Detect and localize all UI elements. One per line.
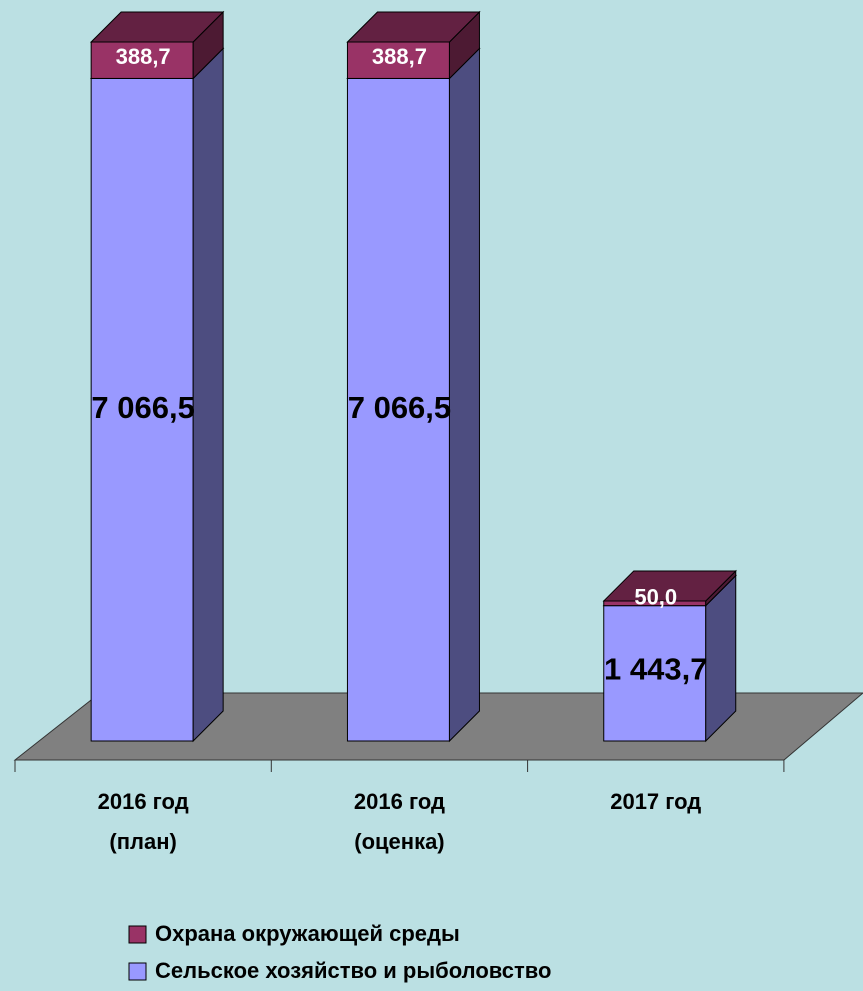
- data-label: 388,7: [116, 44, 171, 69]
- x-tick-label: (план): [109, 829, 176, 854]
- bar-front: [346, 41, 450, 79]
- data-label: 7 066,5: [348, 390, 451, 425]
- bar-side: [192, 47, 224, 743]
- bar-top: [602, 570, 737, 602]
- bar-side: [448, 47, 480, 743]
- legend-swatch: [128, 925, 147, 944]
- x-tick-label: 2017 год: [610, 789, 701, 814]
- x-tick-label: 2016 год: [98, 789, 189, 814]
- data-label: 1 443,7: [604, 652, 707, 687]
- bar-top: [89, 11, 225, 43]
- legend-label: Сельское хозяйство и рыболовство: [155, 958, 551, 983]
- x-tick-label: (оценка): [354, 829, 444, 854]
- bar-front: [90, 41, 194, 79]
- x-tick-label: 2016 год: [354, 789, 445, 814]
- data-label: 50,0: [634, 584, 677, 609]
- data-label: 388,7: [372, 44, 427, 69]
- legend-label: Охрана окружающей среды: [155, 921, 460, 946]
- bar-front: [346, 77, 450, 742]
- data-label: 7 066,5: [91, 390, 194, 425]
- legend-swatch: [128, 962, 147, 981]
- bar-front: [603, 605, 707, 742]
- bar-top: [346, 11, 481, 43]
